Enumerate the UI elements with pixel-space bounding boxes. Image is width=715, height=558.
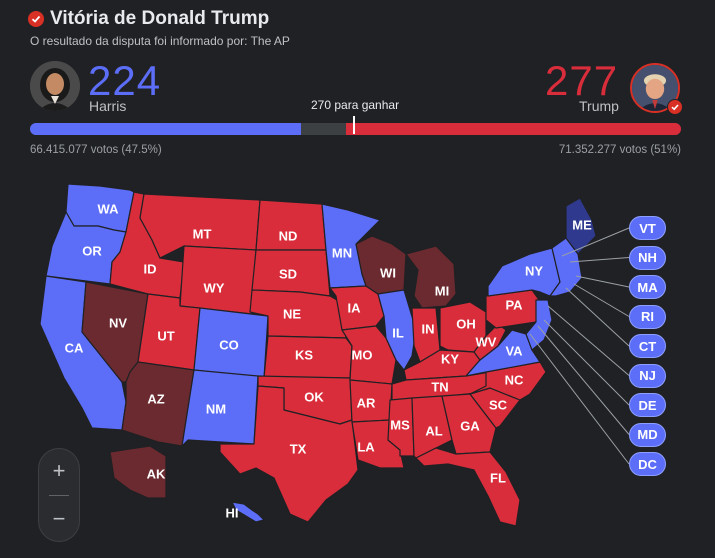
harris-avatar[interactable] [30,61,80,111]
state-ME[interactable] [565,197,597,255]
state-label-ca: CA [65,340,84,355]
trump-name: Trump [579,98,619,114]
state-label-ks: KS [295,347,313,362]
zoom-out-button[interactable]: − [39,499,79,539]
state-label-az: AZ [147,391,164,406]
plus-icon: + [52,458,66,483]
state-pill-vt[interactable]: VT [629,216,666,240]
state-label-hi: HI [226,505,239,520]
minus-icon: − [52,506,66,531]
state-label-al: AL [425,423,442,438]
leader-line-dc [529,333,630,465]
state-MO[interactable] [341,325,397,385]
leader-line-vt [561,227,630,257]
state-label-tx: TX [290,441,307,456]
leader-line-ct [565,287,630,347]
state-label-mi: MI [435,283,449,298]
state-label-ky: KY [441,351,459,366]
source-note: O resultado da disputa foi informado por… [30,34,290,48]
harris-popular-vote: 66.415.077 votos (47.5%) [30,144,162,156]
state-pill-md[interactable]: MD [629,422,666,447]
leader-line-nh [569,257,630,263]
state-label-wy: WY [204,280,225,295]
state-pill-ri[interactable]: RI [629,304,666,329]
state-label-wv: WV [476,334,497,349]
state-label-sd: SD [279,266,297,281]
state-MI[interactable] [405,245,457,309]
state-pill-nh[interactable]: NH [629,245,666,270]
zoom-divider [49,495,69,496]
state-pill-nj[interactable]: NJ [629,363,666,388]
state-label-va: VA [505,343,523,358]
state-label-wa: WA [98,201,120,216]
state-label-ga: GA [460,418,480,433]
trump-bar-fill [345,123,681,135]
state-label-nd: ND [279,228,298,243]
state-AK[interactable] [109,445,167,499]
state-label-tn: TN [431,379,448,394]
state-TX[interactable] [219,385,359,523]
state-label-ok: OK [304,389,324,404]
leader-line-ri [573,283,630,317]
state-label-me: ME [572,217,592,232]
trump-electoral-votes: 277 [545,57,619,104]
state-label-wi: WI [380,265,396,280]
state-label-ms: MS [390,417,410,432]
harris-portrait-icon [30,61,80,111]
leader-line-nj [547,305,630,376]
state-label-sc: SC [489,397,508,412]
zoom-in-button[interactable]: + [39,451,79,491]
state-label-co: CO [219,337,239,352]
state-label-or: OR [82,243,102,258]
state-labels: WA OR CA NV ID MT WY UT AZ CO NM ND SD NE KS OK TX MN IA MO… [65,201,592,520]
trump-popular-vote: 71.352.277 votos (51%) [558,144,681,156]
state-pill-ct[interactable]: CT [629,334,666,358]
leader-line-de [543,319,630,406]
state-label-ia: IA [348,300,362,315]
state-label-mt: MT [193,226,212,241]
leader-line-ma [575,275,630,288]
state-label-il: IL [392,325,404,340]
state-label-in: IN [422,321,435,336]
state-label-oh: OH [456,316,476,331]
threshold-marker [353,116,355,134]
state-label-la: LA [357,439,375,454]
trump-avatar[interactable] [630,63,680,113]
state-label-ny: NY [525,263,543,278]
state-label-nm: NM [206,401,226,416]
harris-electoral-votes: 224 [88,57,162,104]
us-electoral-map[interactable]: WA OR CA NV ID MT WY UT AZ CO NM ND SD NE KS OK TX MN IA MO… [0,170,715,558]
state-NM[interactable] [181,369,259,447]
state-label-fl: FL [490,470,506,485]
state-label-nc: NC [505,372,524,387]
state-pill-dc[interactable]: DC [629,452,666,476]
page-title: Vitória de Donald Trump [50,8,270,29]
state-pill-de[interactable]: DE [629,393,666,417]
state-label-pa: PA [505,297,523,312]
threshold-label: 270 para ganhar [311,98,400,112]
state-FL[interactable] [415,447,521,527]
leader-line-md [537,325,630,435]
state-label-ut: UT [157,328,174,343]
winner-check-icon [667,99,683,115]
electoral-bar [30,123,681,135]
state-WV[interactable] [473,323,507,361]
state-label-mo: MO [352,347,373,362]
state-label-ne: NE [283,306,301,321]
state-label-id: ID [144,261,157,276]
state-label-ak: AK [147,466,166,481]
state-label-ar: AR [357,395,376,410]
state-label-mn: MN [332,245,352,260]
state-label-nv: NV [109,315,127,330]
state-HI[interactable] [231,501,265,523]
title-row: Vitória de Donald Trump [28,8,269,30]
harris-name: Harris [89,98,127,114]
harris-bar-fill [30,123,302,135]
state-pill-ma[interactable]: MA [629,275,666,299]
zoom-control: + − [38,448,80,542]
small-state-leaders [529,227,630,465]
check-icon [28,11,44,27]
